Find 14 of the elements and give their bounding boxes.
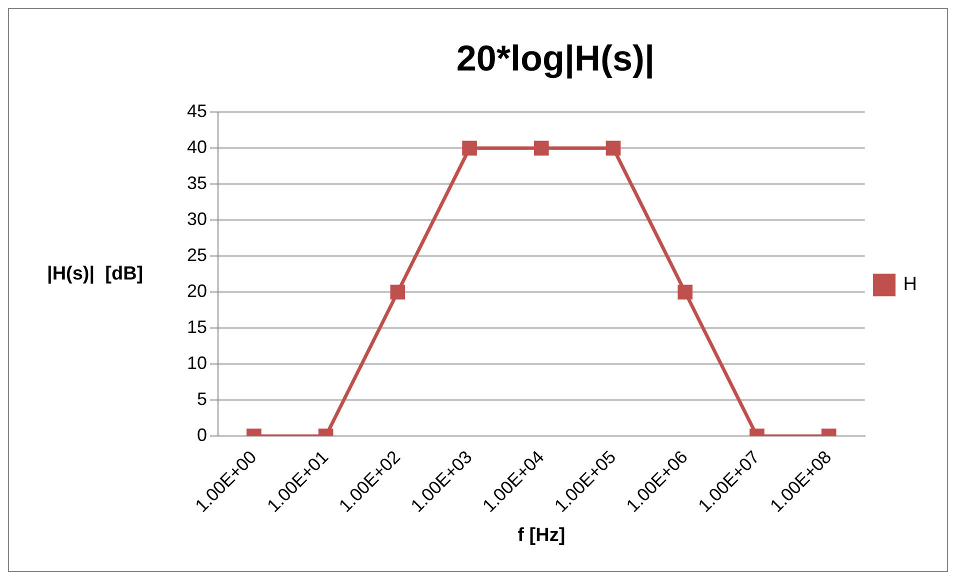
y-tick-label: 10 <box>186 353 208 374</box>
y-axis-title: |H(s)| [dB] <box>47 263 144 284</box>
y-tick-label: 5 <box>197 389 208 410</box>
y-tick-label: 35 <box>186 173 208 194</box>
y-tick-label: 15 <box>186 317 208 338</box>
x-axis-title: f [Hz] <box>518 524 566 546</box>
legend-label: H <box>903 274 918 296</box>
y-tick-label: 0 <box>197 425 208 446</box>
y-tick-label: 45 <box>186 101 208 122</box>
chart-title: 20*log|H(s)| <box>456 38 655 79</box>
y-tick-label: 20 <box>186 281 208 302</box>
y-tick-label: 30 <box>186 209 208 230</box>
y-tick-label: 25 <box>186 245 208 266</box>
y-tick-label: 40 <box>186 137 208 158</box>
